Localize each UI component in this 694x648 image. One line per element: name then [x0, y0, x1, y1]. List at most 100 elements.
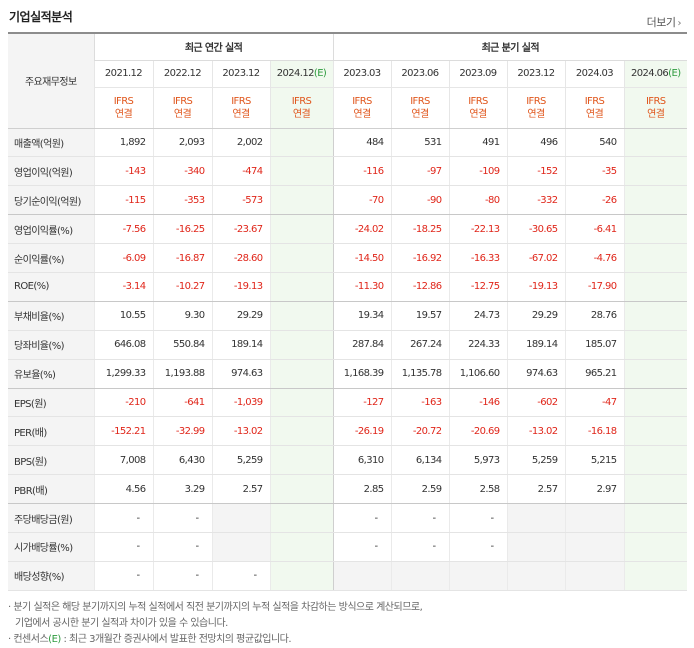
- table-cell: [269, 128, 333, 158]
- table-cell: -3.14: [93, 272, 153, 302]
- table-cell: [269, 561, 333, 591]
- row-label: 주당배당금(원): [8, 503, 94, 533]
- table-cell: 6,430: [152, 445, 212, 476]
- table-cell: [623, 359, 688, 389]
- table-cell: 29.29: [506, 301, 565, 331]
- table-cell: 29.29: [211, 301, 270, 331]
- table-cell: [623, 330, 688, 360]
- table-cell: -12.75: [448, 272, 507, 302]
- table-cell: -6.09: [93, 243, 153, 273]
- table-cell: -70: [332, 185, 391, 216]
- table-cell: -: [152, 561, 212, 591]
- table-cell: 2.58: [448, 474, 507, 505]
- table-cell: [564, 503, 624, 533]
- table-cell: [269, 503, 333, 533]
- row-label: 배당성향(%): [8, 561, 94, 591]
- period-header: 2024.06(E): [623, 60, 688, 88]
- table-cell: 7,008: [93, 445, 153, 476]
- ifrs-header: IFRS 연결: [93, 87, 153, 129]
- corner-header: 주요재무정보: [8, 32, 94, 129]
- table-cell: -30.65: [506, 214, 565, 245]
- table-row: 주당배당금(원) - - - - -: [8, 503, 688, 533]
- table-cell: -13.02: [211, 416, 270, 447]
- table-cell: -19.13: [211, 272, 270, 302]
- period-label: 2023.09: [459, 68, 497, 79]
- table-cell: 19.57: [390, 301, 449, 331]
- table-cell: 550.84: [152, 330, 212, 360]
- table-cell: [269, 359, 333, 389]
- row-label: ROE(%): [8, 272, 94, 302]
- table-cell: -: [390, 532, 449, 562]
- ifrs-header: IFRS 연결: [623, 87, 688, 129]
- table-cell: -16.87: [152, 243, 212, 273]
- table-cell: -10.27: [152, 272, 212, 302]
- table-cell: 287.84: [332, 330, 391, 360]
- more-link[interactable]: 더보기 ›: [647, 14, 682, 30]
- footnote-2-text: : 최근 3개월간 증권사에서 발표한 전망치의 평균값입니다.: [60, 634, 292, 645]
- table-cell: [211, 503, 270, 533]
- period-header: 2023.09: [448, 60, 507, 88]
- period-label: 2024.12: [276, 68, 315, 79]
- table-cell: -: [93, 532, 153, 562]
- table-cell: -6.41: [564, 214, 624, 245]
- table-cell: -28.60: [211, 243, 270, 273]
- table-cell: -12.86: [390, 272, 449, 302]
- ifrs-label: IFRS: [645, 95, 666, 107]
- table-cell: [623, 301, 688, 331]
- table-cell: [623, 128, 688, 158]
- table-cell: -26: [564, 185, 624, 216]
- table-cell: -20.72: [390, 416, 449, 447]
- table-cell: 484: [332, 128, 391, 158]
- table-cell: -1,039: [211, 388, 270, 418]
- table-cell: -163: [390, 388, 449, 418]
- table-cell: -474: [211, 156, 270, 187]
- table-cell: 267.24: [390, 330, 449, 360]
- row-label: 순이익률(%): [8, 243, 94, 273]
- period-header: 2023.12: [506, 60, 565, 88]
- table-cell: 1,168.39: [332, 359, 391, 389]
- table-cell: [623, 185, 688, 216]
- row-label: 부채비율(%): [8, 301, 94, 331]
- table-cell: -: [93, 561, 153, 591]
- ifrs-header: IFRS 연결: [448, 87, 507, 129]
- table-cell: 2,002: [211, 128, 270, 158]
- footnote-1-text: 분기 실적은 해당 분기까지의 누적 실적에서 직전 분기까지의 누적 실적을 …: [13, 602, 423, 613]
- table-cell: -19.13: [506, 272, 565, 302]
- table-cell: -7.56: [93, 214, 153, 245]
- table-cell: -332: [506, 185, 565, 216]
- table-cell: -143: [93, 156, 153, 187]
- table-cell: 2.57: [506, 474, 565, 505]
- table-cell: -22.13: [448, 214, 507, 245]
- period-header: 2023.03: [332, 60, 391, 88]
- ifrs-label: IFRS: [113, 95, 134, 107]
- period-label: 2023.12: [517, 68, 555, 79]
- table-cell: [448, 561, 507, 591]
- table-cell: -: [448, 532, 507, 562]
- table-cell: [269, 532, 333, 562]
- table-cell: 496: [506, 128, 565, 158]
- table-cell: 189.14: [506, 330, 565, 360]
- row-label: 당기순이익(억원): [8, 185, 94, 216]
- table-cell: -47: [564, 388, 624, 418]
- table-cell: [390, 561, 449, 591]
- ifrs-header: IFRS 연결: [269, 87, 333, 129]
- ifrs-header: IFRS 연결: [211, 87, 270, 129]
- table-cell: -: [152, 532, 212, 562]
- table-cell: -: [152, 503, 212, 533]
- table-cell: -: [211, 561, 270, 591]
- table-cell: -4.76: [564, 243, 624, 273]
- table-row: 매출액(억원) 1,892 2,093 2,002 484 531 491 496 540: [8, 128, 688, 158]
- table-row: 영업이익(억원) -143 -340 -474 -116 -97 -109 -152 -35: [8, 156, 688, 187]
- period-header: 2023.12: [211, 60, 270, 88]
- table-row: 당기순이익(억원) -115 -353 -573 -70 -90 -80 -332 -26: [8, 185, 688, 216]
- financial-table: 주요재무정보 최근 연간 실적 최근 분기 실적 2021.12 2022.12 2…: [8, 32, 688, 591]
- ifrs-header: IFRS 연결: [152, 87, 212, 129]
- consolidated-label: 연결: [585, 108, 604, 120]
- table-cell: 9.30: [152, 301, 212, 331]
- table-cell: [623, 156, 688, 187]
- table-row: 부채비율(%) 10.55 9.30 29.29 19.34 19.57 24.73 29.2…: [8, 301, 688, 331]
- table-cell: 6,310: [332, 445, 391, 476]
- consolidated-label: 연결: [292, 108, 311, 120]
- table-cell: -11.30: [332, 272, 391, 302]
- period-label: 2021.12: [104, 68, 143, 79]
